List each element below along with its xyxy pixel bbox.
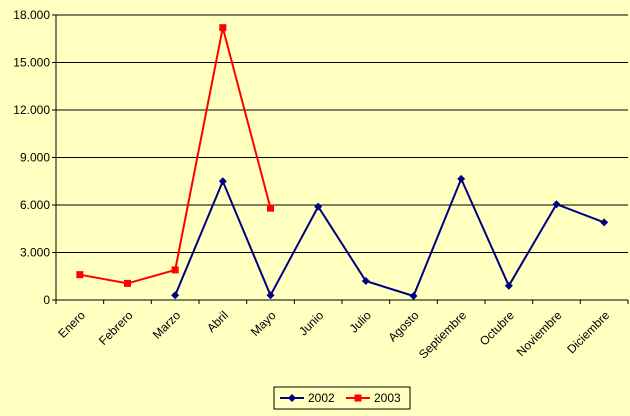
series-2002 (171, 174, 609, 301)
data-point (600, 218, 609, 227)
data-point (552, 200, 561, 209)
data-point (124, 279, 131, 287)
legend-label: 2003 (374, 391, 401, 405)
legend-marker (288, 394, 296, 402)
data-point (267, 204, 274, 212)
x-tick-label: Junio (296, 308, 326, 338)
data-point (76, 271, 84, 279)
x-tick-label: Febrero (96, 308, 136, 348)
y-tick-label: 3.000 (20, 246, 50, 260)
x-tick-label: Julio (347, 308, 375, 336)
x-tick-label: Agosto (385, 308, 422, 345)
legend-label: 2002 (308, 391, 335, 405)
x-tick-label: Mayo (248, 308, 279, 339)
legend-marker (354, 394, 362, 402)
gridlines (56, 14, 628, 253)
x-tick-label: Diciembre (564, 308, 612, 356)
y-axis-ticks: 0 3.000 6.000 9.000 12.000 15.000 18.000 (13, 8, 56, 307)
x-axis-ticks: Enero Febrero Marzo Abril Mayo Junio Julio Agos… (55, 300, 629, 362)
series-group (76, 24, 609, 301)
x-tick-label: Octubre (477, 308, 517, 348)
legend: 2002 2003 (273, 386, 411, 410)
x-tick-label: Enero (55, 308, 88, 341)
x-tick-label: Noviembre (514, 308, 565, 359)
data-point (219, 24, 227, 32)
y-tick-label: 0 (43, 293, 50, 307)
data-point (171, 291, 180, 300)
data-point (504, 281, 513, 290)
data-point (314, 202, 323, 211)
x-tick-label: Marzo (150, 308, 184, 342)
legend-entry: 2002 (280, 391, 335, 405)
x-tick-label: Septiembre (416, 308, 470, 362)
series-line (174, 176, 605, 298)
y-tick-label: 9.000 (20, 151, 50, 165)
data-point (409, 292, 418, 301)
data-point (361, 277, 370, 285)
y-tick-label: 6.000 (20, 198, 50, 212)
data-point (171, 266, 179, 274)
legend-entry: 2003 (346, 391, 401, 405)
y-tick-label: 18.000 (13, 8, 50, 22)
y-tick-label: 12.000 (13, 103, 50, 117)
series-2003 (76, 24, 274, 287)
y-tick-label: 15.000 (13, 56, 50, 70)
data-point (266, 291, 275, 300)
data-point (218, 177, 227, 186)
x-tick-label: Abril (204, 308, 231, 335)
data-point (457, 174, 466, 183)
legend-box (273, 386, 411, 410)
